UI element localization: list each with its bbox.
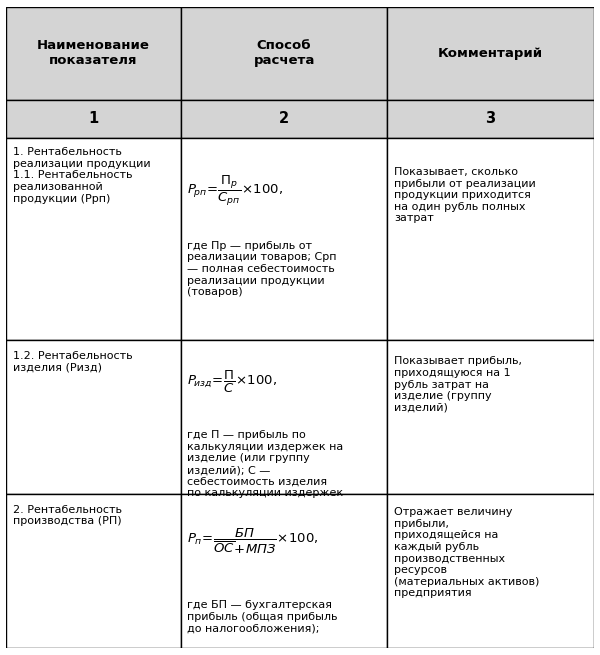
Bar (387, 100, 594, 138)
Bar (181, 138, 387, 341)
Bar (181, 7, 387, 100)
Bar (387, 138, 594, 341)
Bar (6, 100, 181, 138)
Text: Показывает прибыль,
приходящуюся на 1
рубль затрат на
изделие (группу
изделий): Показывает прибыль, приходящуюся на 1 ру… (394, 356, 522, 413)
Text: 2: 2 (279, 111, 289, 126)
Text: где БП — бухгалтерская
прибыль (общая прибыль
до налогообложения);: где БП — бухгалтерская прибыль (общая пр… (187, 600, 338, 633)
Text: Отражает величину
прибыли,
приходящейся на
каждый рубль
производственных
ресурсо: Отражает величину прибыли, приходящейся … (394, 507, 539, 599)
Text: $P_{п}\!=\!\dfrac{БП}{\overline{ОС}\!+\!МПЗ}\!\times\!100,$: $P_{п}\!=\!\dfrac{БП}{\overline{ОС}\!+\!… (187, 527, 319, 556)
Text: 1.2. Рентабельность
изделия (Ризд): 1.2. Рентабельность изделия (Ризд) (13, 350, 133, 372)
Text: 1. Рентабельность
реализации продукции
1.1. Рентабельность
реализованной
продукц: 1. Рентабельность реализации продукции 1… (13, 147, 151, 204)
Bar (6, 341, 181, 495)
Bar (181, 100, 387, 138)
Bar (6, 7, 181, 100)
Text: $\overline{ОС}$ — средняя стоимость: $\overline{ОС}$ — средняя стоимость (187, 654, 336, 655)
Text: Комментарий: Комментарий (438, 47, 543, 60)
Text: где Пр — прибыль от
реализации товаров; Срп
— полная себестоимость
реализации пр: где Пр — прибыль от реализации товаров; … (187, 241, 337, 297)
Bar (181, 495, 387, 648)
Bar (387, 341, 594, 495)
Text: Наименование
показателя: Наименование показателя (37, 39, 150, 67)
Bar (181, 341, 387, 495)
Text: 2. Рентабельность
производства (РП): 2. Рентабельность производства (РП) (13, 504, 122, 526)
Text: где П — прибыль по
калькуляции издержек на
изделие (или группу
изделий); С —
себ: где П — прибыль по калькуляции издержек … (187, 430, 343, 498)
Bar (387, 495, 594, 648)
Bar (6, 138, 181, 341)
Text: $P_{\!рп}\!=\!\dfrac{\Pi_р}{C_{рп}}\!\times\!100,$: $P_{\!рп}\!=\!\dfrac{\Pi_р}{C_{рп}}\!\ti… (187, 174, 283, 208)
Text: $P_{\!изд}\!=\!\dfrac{\Pi}{C}\!\times\!100,$: $P_{\!изд}\!=\!\dfrac{\Pi}{C}\!\times\!1… (187, 369, 277, 396)
Text: Способ
расчета: Способ расчета (253, 39, 315, 67)
Text: 1: 1 (88, 111, 99, 126)
Bar (387, 7, 594, 100)
Bar (6, 495, 181, 648)
Text: Показывает, сколько
прибыли от реализации
продукции приходится
на один рубль пол: Показывает, сколько прибыли от реализаци… (394, 167, 536, 223)
Text: 3: 3 (485, 111, 496, 126)
